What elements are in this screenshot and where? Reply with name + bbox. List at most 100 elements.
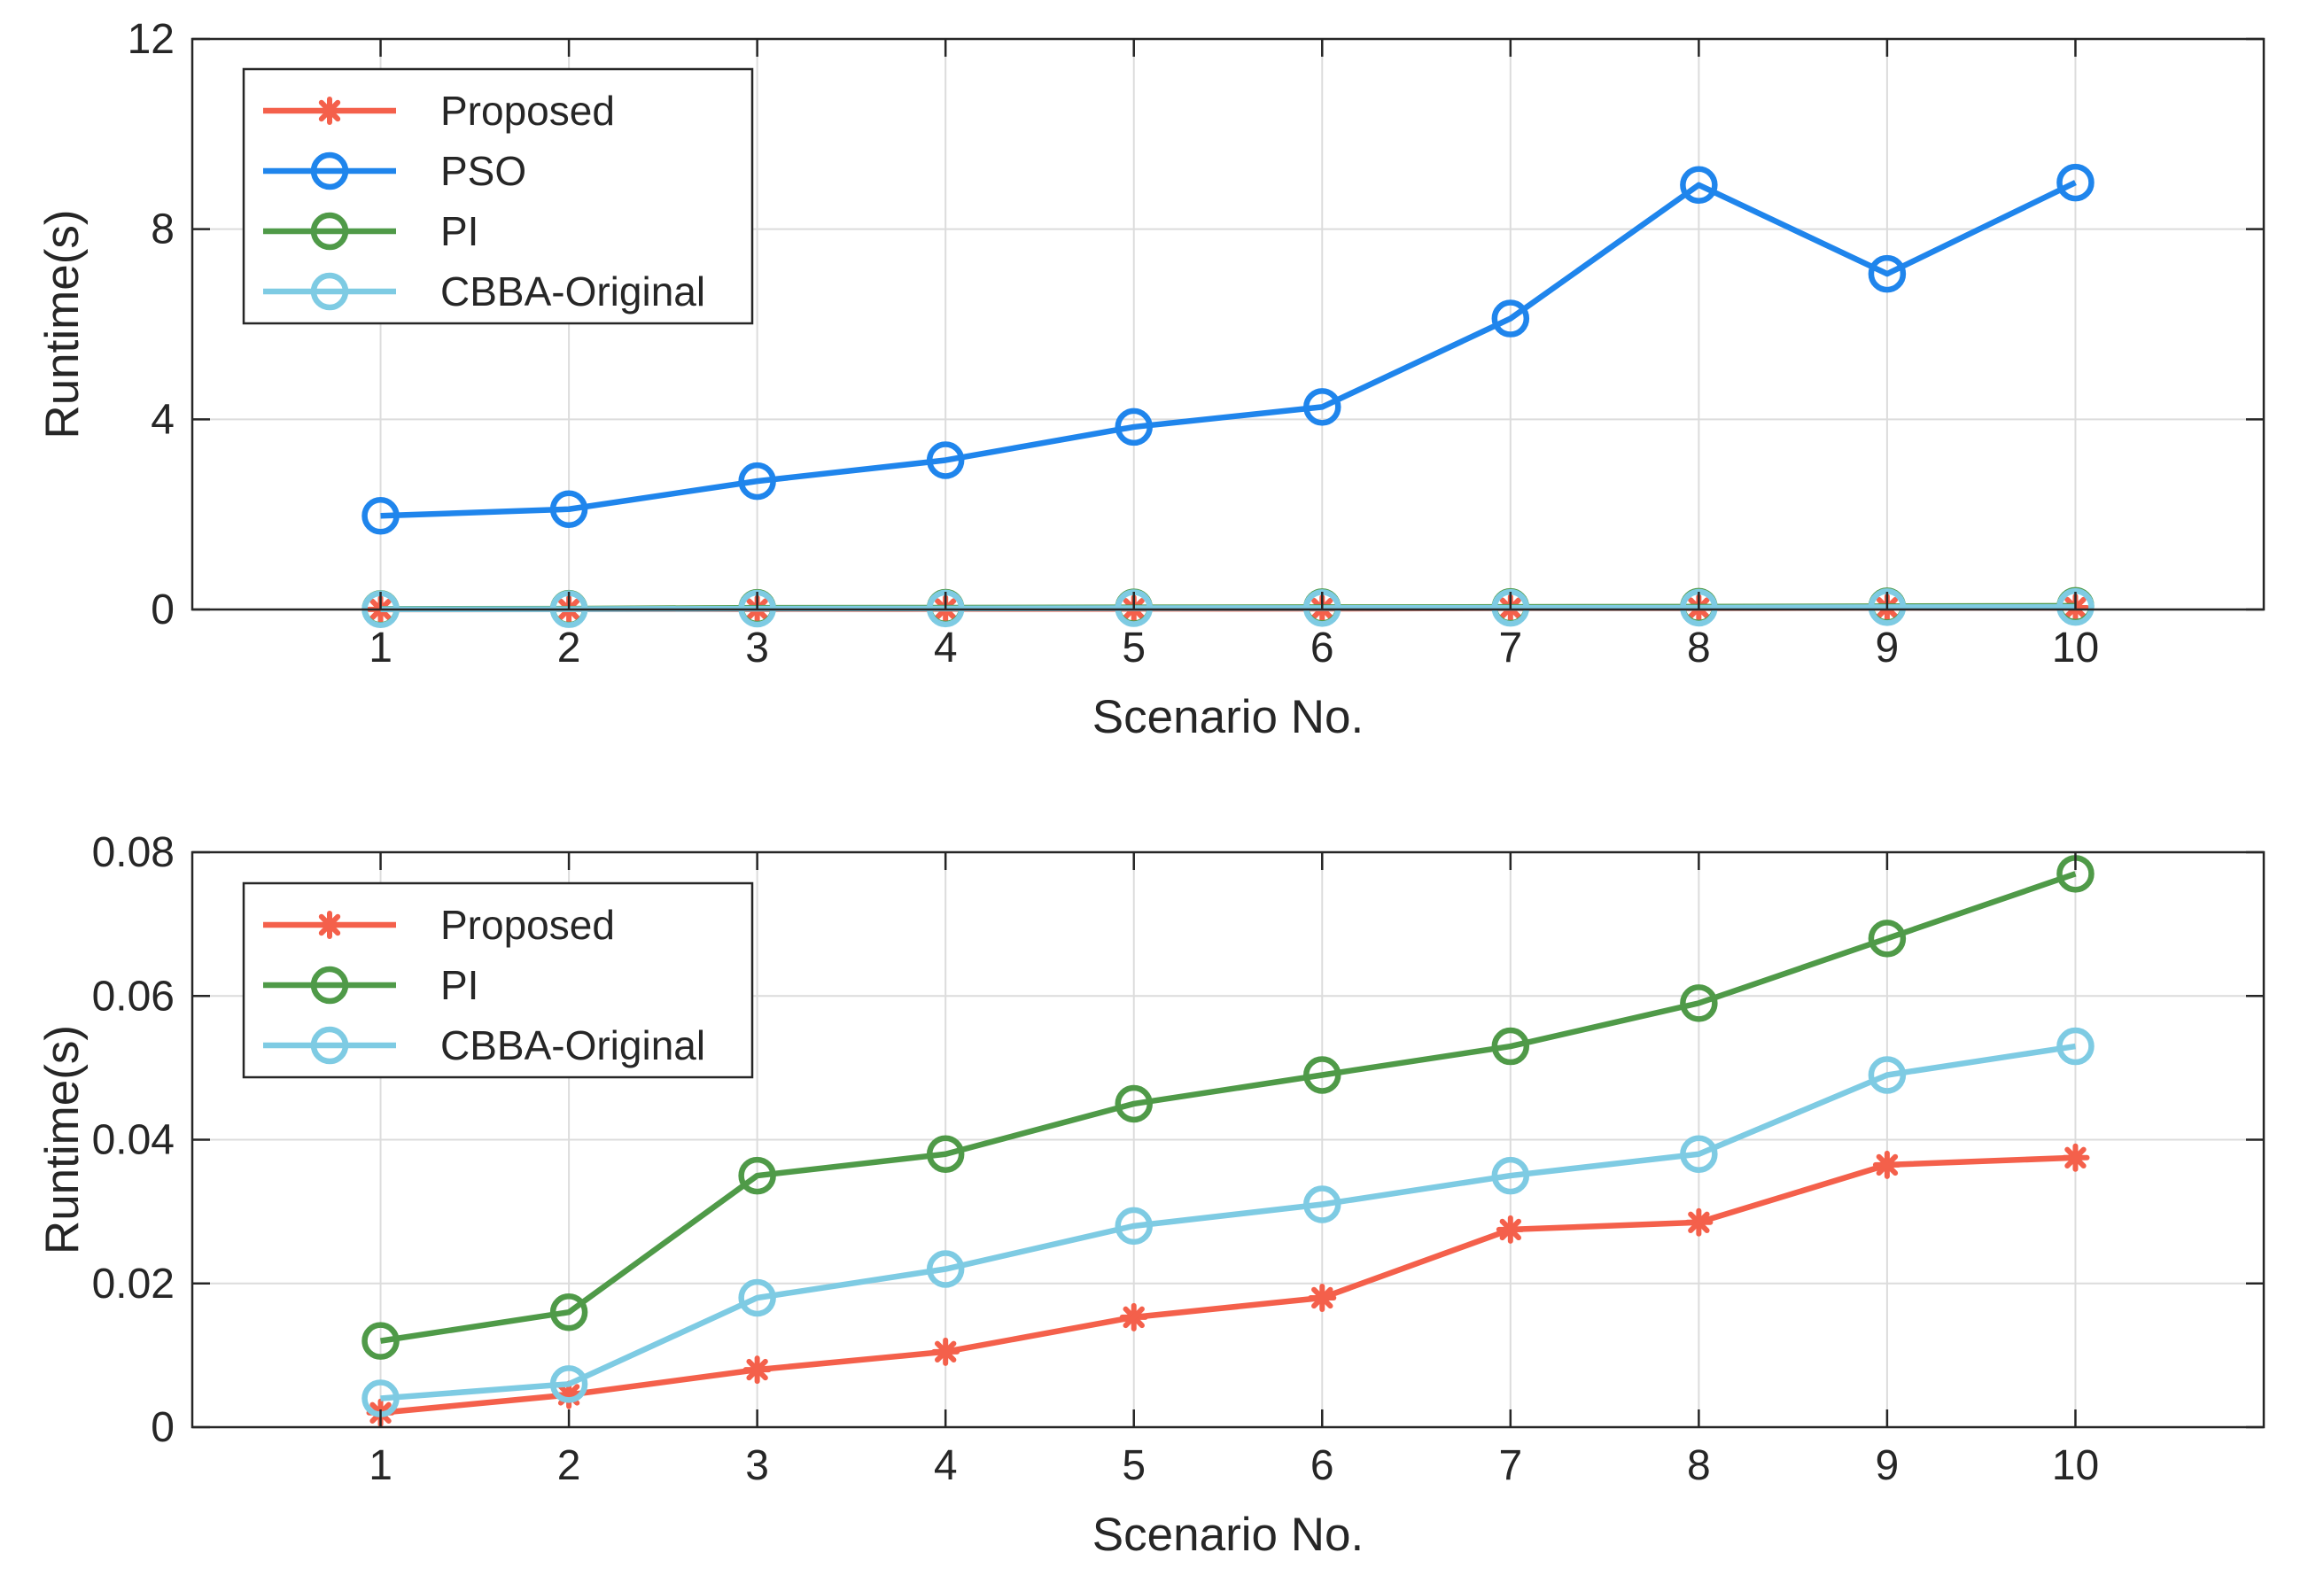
y-tick-label: 0 (151, 586, 175, 633)
legend-entry-pso: PSO (263, 148, 526, 194)
data-point-cbba-original-10 (2056, 1027, 2095, 1066)
data-point-pi-1 (361, 1322, 400, 1360)
series-line-pso (380, 180, 2077, 519)
data-point-pso-4 (926, 441, 965, 479)
y-axis-ticks: 0 4 8 12 (128, 16, 2264, 633)
legend-label: PI (440, 962, 478, 1008)
legend-entry-pi: PI (263, 208, 478, 254)
x-tick-label: 9 (1876, 625, 1900, 672)
legend-entry-proposed: Proposed (263, 88, 615, 134)
x-tick-label: 9 (1876, 1442, 1900, 1489)
x-axis-title: Scenario No. (1092, 691, 1364, 743)
y-tick-label: 4 (151, 396, 175, 443)
x-tick-label: 6 (1310, 1442, 1334, 1489)
y-tick-label: 12 (128, 16, 175, 63)
legend-label: PSO (440, 148, 526, 194)
data-point-pso-3 (738, 462, 776, 501)
data-point-pso-1 (361, 497, 400, 535)
y-axis-title: Runtime(s) (36, 209, 89, 439)
x-tick-label: 1 (369, 625, 393, 672)
legend-marker (315, 97, 344, 125)
x-axis-title: Scenario No. (1092, 1509, 1364, 1561)
legend-entry-cbba-original: CBBA-Original (263, 268, 705, 314)
data-point-pi-7 (1491, 1027, 1530, 1066)
legend: Proposed PSO PI CBBA-Original (242, 67, 754, 325)
legend: Proposed PI CBBA-Original (242, 881, 754, 1079)
series-line-proposed (380, 1154, 2076, 1417)
data-point-pi-6 (1303, 1056, 1341, 1094)
data-point-pso-8 (1680, 166, 1718, 205)
data-point-pi-9 (1868, 920, 1907, 958)
data-point-proposed-4 (931, 1337, 960, 1366)
data-point-pi-8 (1680, 984, 1718, 1022)
legend-label: Proposed (440, 88, 615, 134)
data-point-pso-10 (2056, 163, 2095, 202)
data-point-cbba-original-9 (1868, 588, 1907, 626)
y-tick-label: 0.08 (92, 829, 175, 876)
x-tick-label: 4 (934, 625, 958, 672)
y-axis-ticks: 0 0.02 0.04 0.06 0.08 (92, 829, 2264, 1451)
series-pi (361, 855, 2095, 1360)
y-tick-label: 0.04 (92, 1117, 175, 1164)
data-point-cbba-original-6 (1303, 1185, 1341, 1223)
legend-marker (310, 212, 349, 251)
x-tick-label: 7 (1498, 1442, 1522, 1489)
x-tick-label: 5 (1122, 1442, 1146, 1489)
x-axis-ticks: 1 2 3 4 5 6 7 8 9 10 (369, 39, 2099, 672)
x-tick-label: 4 (934, 1442, 958, 1489)
data-point-pi-5 (1115, 1084, 1153, 1123)
data-point-proposed-9 (1872, 1150, 1901, 1179)
data-point-cbba-original-9 (1868, 1056, 1907, 1094)
data-point-proposed-3 (742, 1355, 772, 1385)
data-point-pso-6 (1303, 388, 1341, 426)
y-tick-label: 0.02 (92, 1261, 175, 1308)
data-point-cbba-original-8 (1680, 588, 1718, 627)
x-tick-label: 10 (2052, 625, 2099, 672)
data-point-cbba-original-4 (926, 1250, 965, 1288)
data-point-pso-5 (1115, 408, 1153, 446)
y-axis-title: Runtime(s) (36, 1025, 89, 1254)
legend-entry-cbba-original: CBBA-Original (263, 1022, 705, 1068)
data-point-cbba-original-3 (738, 1278, 776, 1317)
data-point-cbba-original-10 (2056, 587, 2095, 626)
legend-entry-proposed: Proposed (263, 902, 615, 948)
data-point-cbba-original-5 (1115, 1207, 1153, 1246)
y-tick-label: 0 (151, 1404, 175, 1451)
x-tick-label: 6 (1310, 625, 1334, 672)
data-point-pso-2 (549, 490, 588, 529)
y-tick-label: 0.06 (92, 973, 175, 1020)
data-point-pso-9 (1868, 254, 1907, 293)
legend-marker (310, 151, 349, 190)
series-line-pi (380, 871, 2077, 1344)
x-tick-label: 3 (745, 1442, 769, 1489)
legend-marker (310, 272, 349, 311)
x-tick-label: 10 (2052, 1442, 2099, 1489)
data-point-proposed-8 (1684, 1207, 1714, 1237)
legend-label: CBBA-Original (440, 268, 705, 314)
legend-marker (310, 966, 349, 1005)
legend-marker (315, 911, 344, 939)
data-point-cbba-original-8 (1680, 1135, 1718, 1173)
x-tick-label: 8 (1687, 1442, 1711, 1489)
legend-marker (310, 1026, 349, 1065)
x-axis-ticks: 1 2 3 4 5 6 7 8 9 10 (369, 852, 2099, 1489)
x-tick-label: 8 (1687, 625, 1711, 672)
axes-frame (190, 37, 2266, 611)
y-tick-label: 8 (151, 206, 175, 253)
data-point-proposed-7 (1496, 1215, 1525, 1244)
data-point-cbba-original-2 (549, 1365, 588, 1403)
x-tick-label: 7 (1498, 625, 1522, 672)
legend-label: CBBA-Original (440, 1022, 705, 1068)
x-tick-label: 5 (1122, 625, 1146, 672)
data-point-pi-4 (926, 1135, 965, 1173)
legend-label: PI (440, 208, 478, 254)
series-line-cbba-original (380, 1043, 2076, 1401)
x-tick-label: 3 (745, 625, 769, 672)
data-point-pi-2 (549, 1293, 588, 1331)
chart-panel-2: 1 2 3 4 5 6 7 8 9 10 0 0.02 0.04 0.06 0.08 Scenario No.… (36, 829, 2266, 1561)
series-cbba-original (361, 1027, 2095, 1417)
data-point-proposed-5 (1119, 1302, 1148, 1331)
x-tick-label: 2 (557, 625, 581, 672)
x-tick-label: 2 (557, 1442, 581, 1489)
